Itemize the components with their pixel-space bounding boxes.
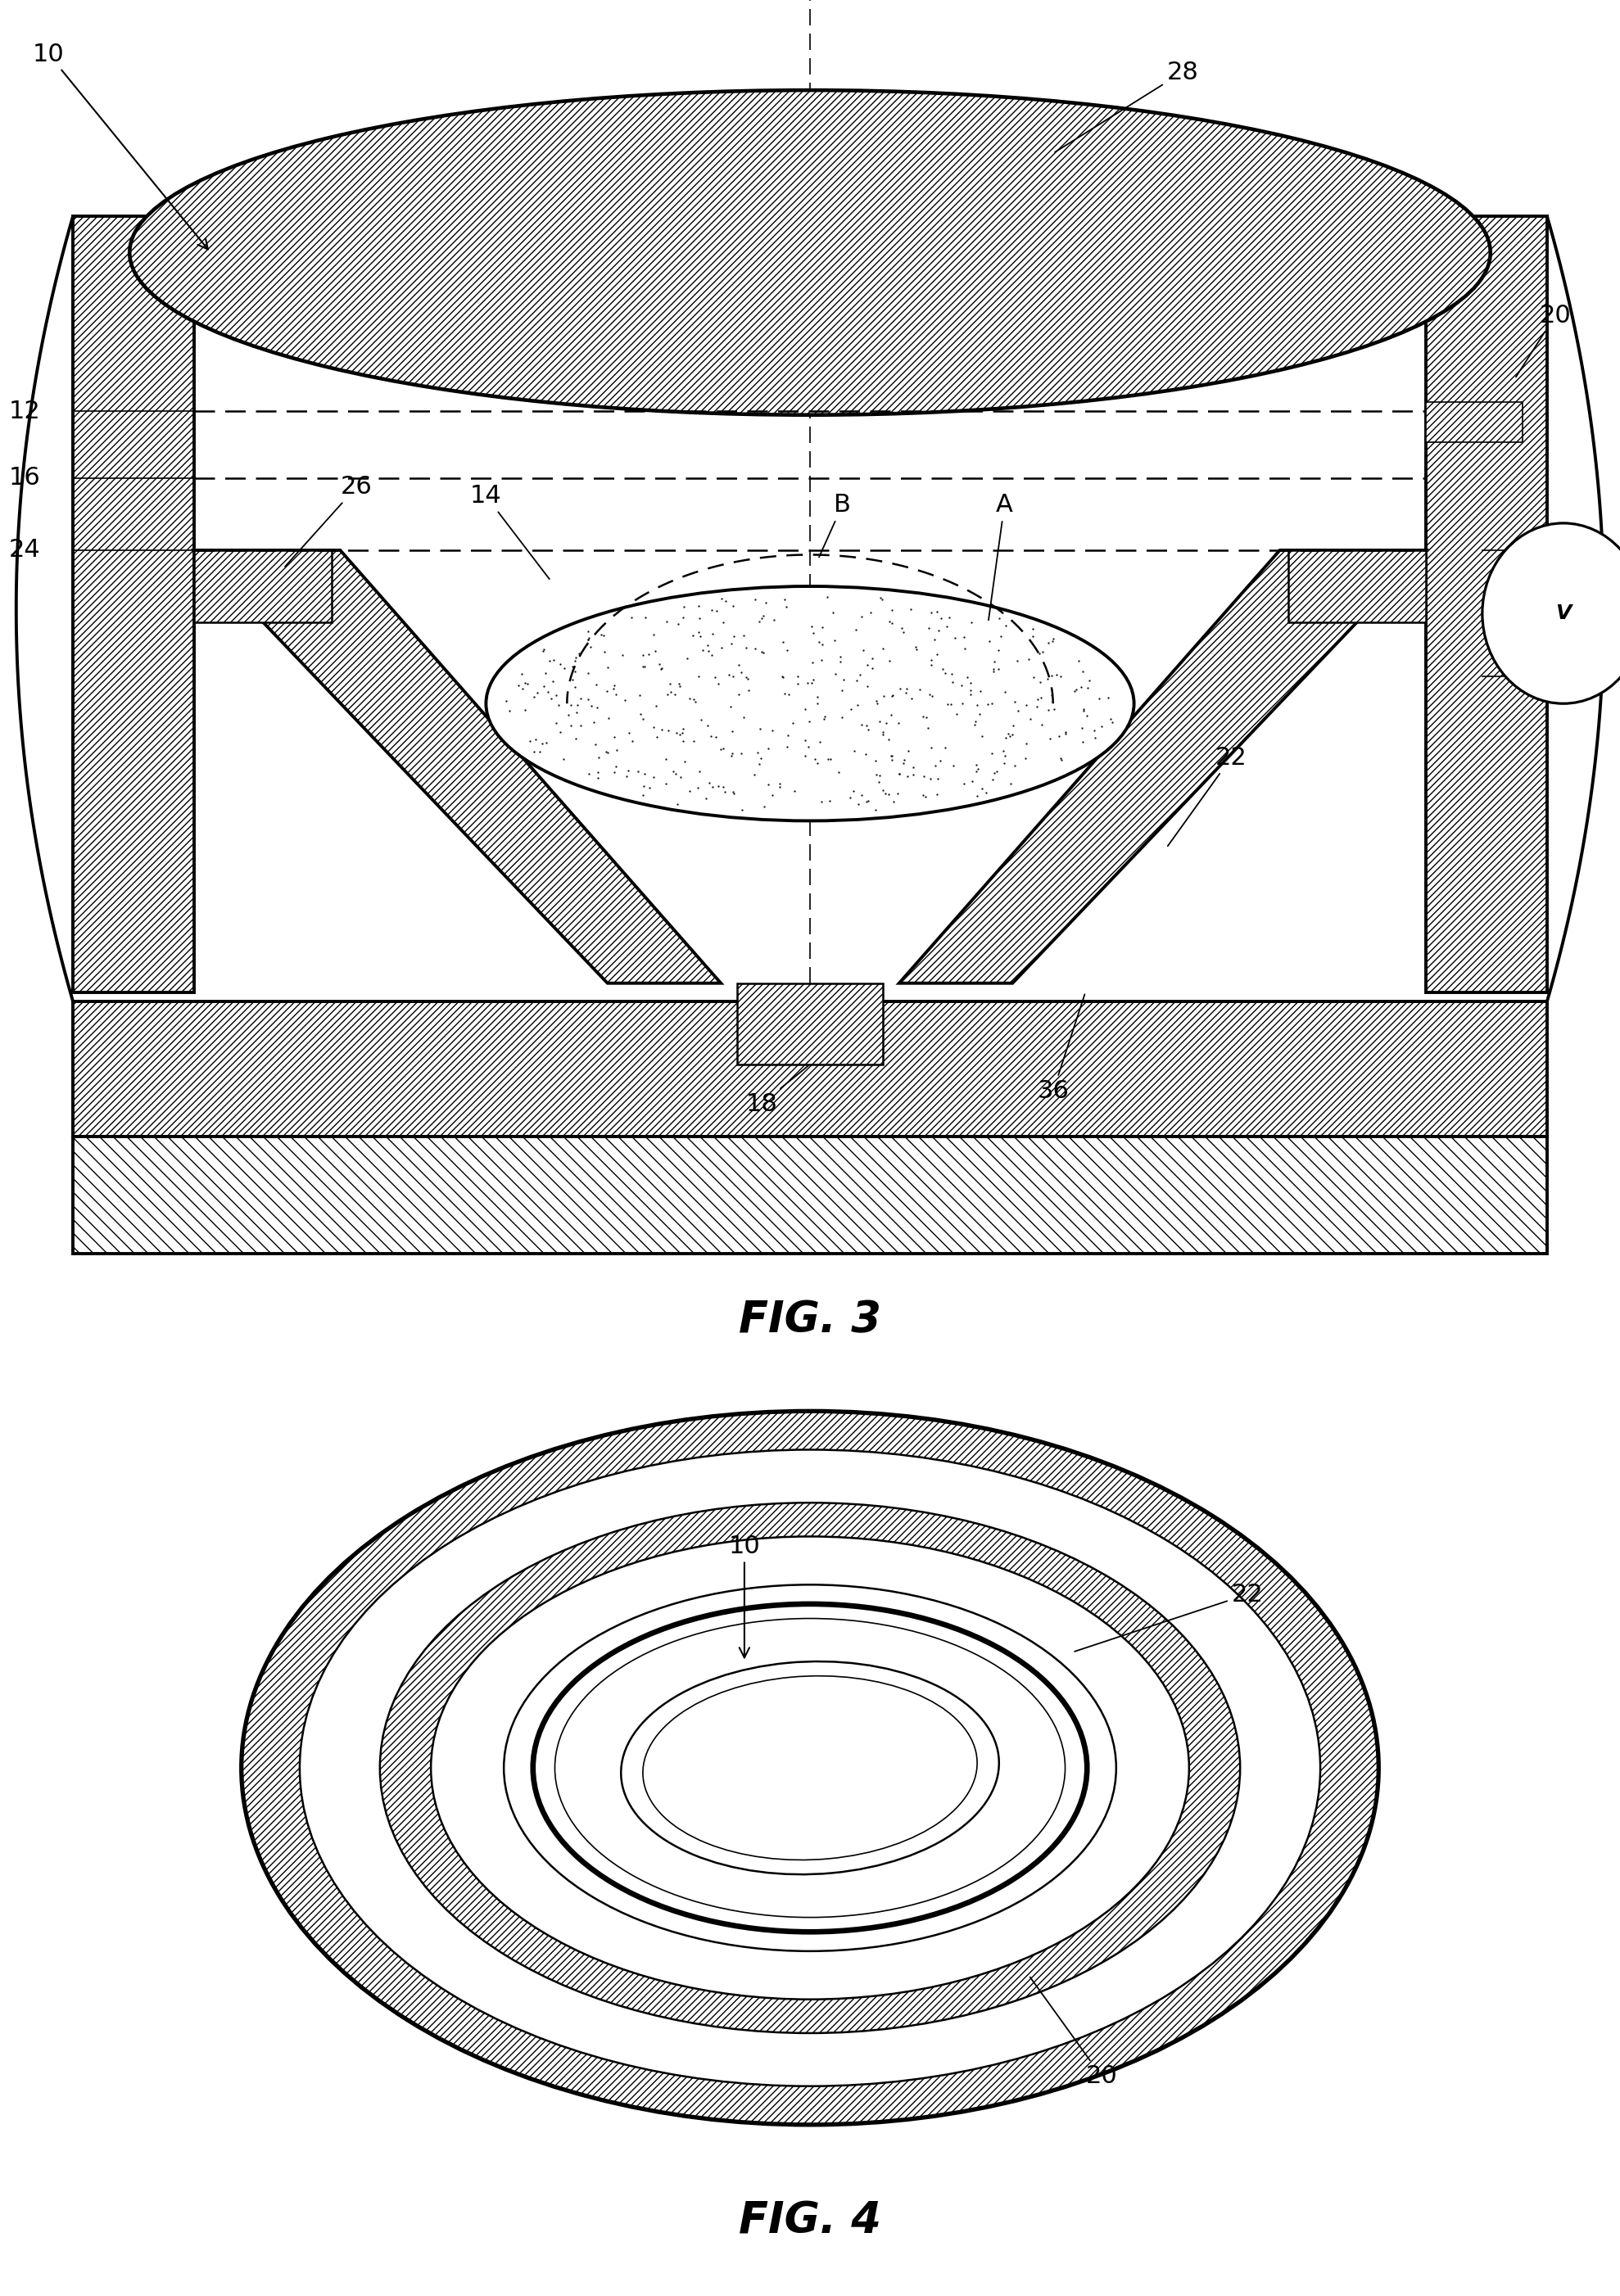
Bar	[1523, 551, 1552, 687]
Bar	[73, 216, 194, 992]
Ellipse shape	[486, 585, 1134, 822]
Bar	[1426, 216, 1547, 992]
Text: 22: 22	[1074, 1582, 1264, 1651]
Text: 14: 14	[470, 484, 549, 579]
Text: 26: 26	[285, 475, 373, 567]
Text: 28: 28	[1055, 60, 1199, 152]
Ellipse shape	[431, 1536, 1189, 2000]
Circle shape	[1482, 523, 1620, 703]
Ellipse shape	[554, 1619, 1066, 1917]
Text: 10: 10	[32, 41, 207, 250]
Bar	[1288, 551, 1426, 622]
Text: 24: 24	[8, 537, 41, 563]
Ellipse shape	[504, 1584, 1116, 1952]
Text: FIG. 4: FIG. 4	[739, 2200, 881, 2243]
Bar	[194, 551, 332, 622]
Bar	[737, 983, 883, 1065]
Text: 18: 18	[745, 1065, 808, 1116]
Text: 20: 20	[1516, 303, 1571, 377]
Text: 36: 36	[1037, 994, 1085, 1104]
Text: B: B	[820, 494, 851, 558]
Bar	[73, 1137, 1547, 1254]
Ellipse shape	[130, 90, 1490, 416]
Text: 16: 16	[8, 466, 41, 489]
Text: 10: 10	[729, 1534, 760, 1658]
Text: 12: 12	[8, 400, 41, 422]
Text: V: V	[1555, 604, 1571, 622]
Polygon shape	[899, 551, 1426, 983]
Polygon shape	[194, 551, 721, 983]
Ellipse shape	[620, 1662, 1000, 1874]
Ellipse shape	[300, 1449, 1320, 2087]
Text: FIG. 3: FIG. 3	[739, 1300, 881, 1341]
Ellipse shape	[643, 1676, 977, 1860]
Text: 20: 20	[1030, 1977, 1118, 2089]
Bar	[1426, 402, 1523, 441]
Text: A: A	[988, 494, 1012, 620]
Text: 22: 22	[1168, 746, 1247, 845]
Bar	[73, 1001, 1547, 1137]
